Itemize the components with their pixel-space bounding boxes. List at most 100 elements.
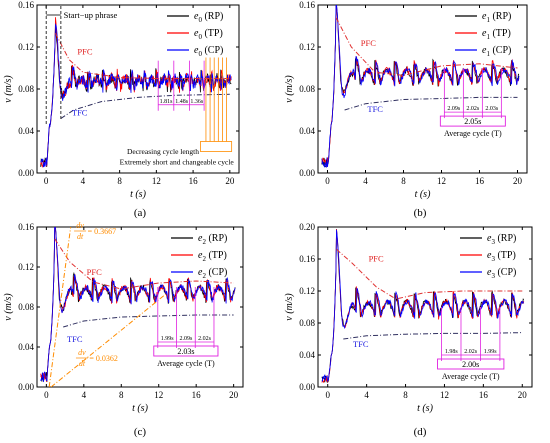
panel-label: (d) (414, 426, 427, 438)
legend-suffix: (TP) (495, 250, 516, 261)
y-tick-label: 0.16 (299, 254, 315, 264)
legend-symbol: e (198, 233, 203, 244)
pfc-label: PFC (87, 267, 102, 277)
tfc-label: TFC (67, 334, 83, 344)
legend-entry-1: e3 (TP) (487, 250, 516, 263)
panel-label: (a) (134, 207, 147, 219)
legend-subscript: 0 (198, 16, 202, 24)
legend-suffix: (RP) (495, 233, 516, 244)
plot-area (321, 229, 525, 384)
extreme-label: Extremely short and changeable cycle (120, 158, 235, 167)
legend-subscript: 2 (202, 238, 206, 246)
pfc-envelope (335, 17, 518, 76)
chart-panel-0: 0 4 8 12 16 20 0.00 0.04 0.08 0.12 0.16 t (s) v (m/s… (3, 0, 240, 219)
y-tick-label: 0.16 (18, 222, 34, 232)
x-tick-label: 8 (401, 176, 406, 186)
legend-suffix: (CP) (495, 267, 516, 278)
x-tick-label: 12 (437, 176, 446, 186)
cycle-length-label: 2.09s (179, 336, 193, 342)
legend-entry-0: e2 (RP) (198, 233, 227, 246)
y-tick-label: 0.08 (299, 84, 315, 94)
cycle-length-label: 1.48s (175, 99, 189, 105)
y-axis-label: v (m/s) (284, 293, 295, 321)
plot-area (40, 227, 236, 387)
legend-symbol: e (194, 28, 199, 39)
legend-suffix: (RP) (202, 11, 223, 22)
series-line-0 (321, 5, 520, 168)
legend-entry-2: e3 (CP) (487, 267, 516, 280)
legend-entry-0: e0 (RP) (194, 11, 223, 24)
y-tick-label: 0.08 (18, 84, 34, 94)
legend-entry-0: e3 (RP) (487, 233, 516, 246)
average-cycle-label: Average cycle (T) (442, 372, 500, 381)
chart-panel-1: 0 4 8 12 16 20 0.00 0.04 0.08 0.12 0.16 t (s) v (m/s… (284, 0, 528, 219)
y-tick-label: 0.04 (18, 126, 34, 136)
legend-suffix: (RP) (206, 233, 227, 244)
tfc-envelope (344, 96, 518, 111)
y-tick-label: 0.04 (18, 342, 34, 352)
x-axis-label: t (s) (132, 403, 149, 414)
x-tick-label: 20 (513, 176, 523, 186)
tfc-envelope (343, 332, 523, 340)
x-tick-label: 8 (117, 176, 122, 186)
legend-symbol: e (482, 11, 487, 22)
y-tick-label: 0.00 (18, 168, 34, 178)
slope-line-1 (50, 292, 168, 387)
y-tick-label: 0.12 (299, 286, 315, 296)
tfc-label: TFC (353, 339, 369, 349)
x-tick-label: 16 (189, 176, 199, 186)
x-tick-label: 0 (44, 390, 49, 400)
startup-label: Start−up phrase (64, 10, 118, 20)
average-cycle-box (439, 115, 506, 127)
series-line-1 (40, 17, 232, 168)
tfc-label: TFC (367, 104, 383, 114)
legend-entry-1: e0 (TP) (194, 28, 223, 41)
legend-symbol: e (487, 267, 492, 278)
legend-entry-1: e1 (TP) (482, 28, 511, 41)
legend-symbol: e (194, 11, 199, 22)
legend-symbol: e (194, 45, 199, 56)
y-tick-label: 0.00 (299, 382, 315, 392)
pfc-label: PFC (369, 253, 384, 263)
cycle-length-label: 2.02s (466, 106, 480, 112)
legend-subscript: 3 (491, 238, 495, 246)
chart-panel-2: 0 4 8 12 16 20 0.00 0.04 0.08 0.12 0.16 t (s) v (m/s… (3, 221, 244, 438)
average-cycle-label: Average cycle (T) (157, 359, 215, 368)
y-tick-label: 0.20 (299, 222, 315, 232)
average-cycle-box (437, 358, 505, 370)
average-cycle-value: 2.03s (177, 347, 194, 356)
legend-subscript: 0 (198, 50, 202, 58)
pfc-envelope (336, 249, 523, 300)
tfc-envelope (60, 93, 230, 119)
x-tick-label: 8 (119, 390, 124, 400)
pfc-label: PFC (361, 38, 376, 48)
pfc-envelope (54, 238, 234, 290)
x-tick-label: 12 (154, 390, 163, 400)
legend-symbol: e (198, 250, 203, 261)
average-cycle-label: Average cycle (T) (444, 129, 502, 138)
y-tick-label: 0.08 (299, 318, 315, 328)
y-tick-label: 0.04 (299, 350, 315, 360)
legend-suffix: (CP) (490, 45, 511, 56)
slope-bottom-den: dt (79, 359, 86, 368)
legend-subscript: 1 (486, 33, 490, 41)
x-tick-label: 0 (325, 390, 330, 400)
cycle-length-label: 1.98s (445, 349, 459, 355)
tfc-label: TFC (72, 107, 88, 117)
tfc-envelope (63, 314, 234, 328)
panel-label: (c) (134, 426, 147, 438)
short-cycle-box (200, 141, 233, 152)
series-line-0 (40, 227, 236, 383)
series-line-2 (321, 5, 520, 168)
legend-symbol: e (198, 267, 203, 278)
x-tick-label: 4 (82, 390, 87, 400)
slope-bottom-num: dv (78, 348, 86, 357)
slope-line-0 (48, 227, 72, 387)
x-axis-label: t (s) (415, 189, 432, 200)
cycle-length-label: 2.02s (198, 336, 212, 342)
cycle-length-label: 1.99s (161, 336, 175, 342)
legend-symbol: e (487, 233, 492, 244)
cycle-length-label: 1.36s (190, 99, 204, 105)
y-tick-label: 0.00 (18, 382, 34, 392)
x-tick-label: 20 (518, 390, 528, 400)
